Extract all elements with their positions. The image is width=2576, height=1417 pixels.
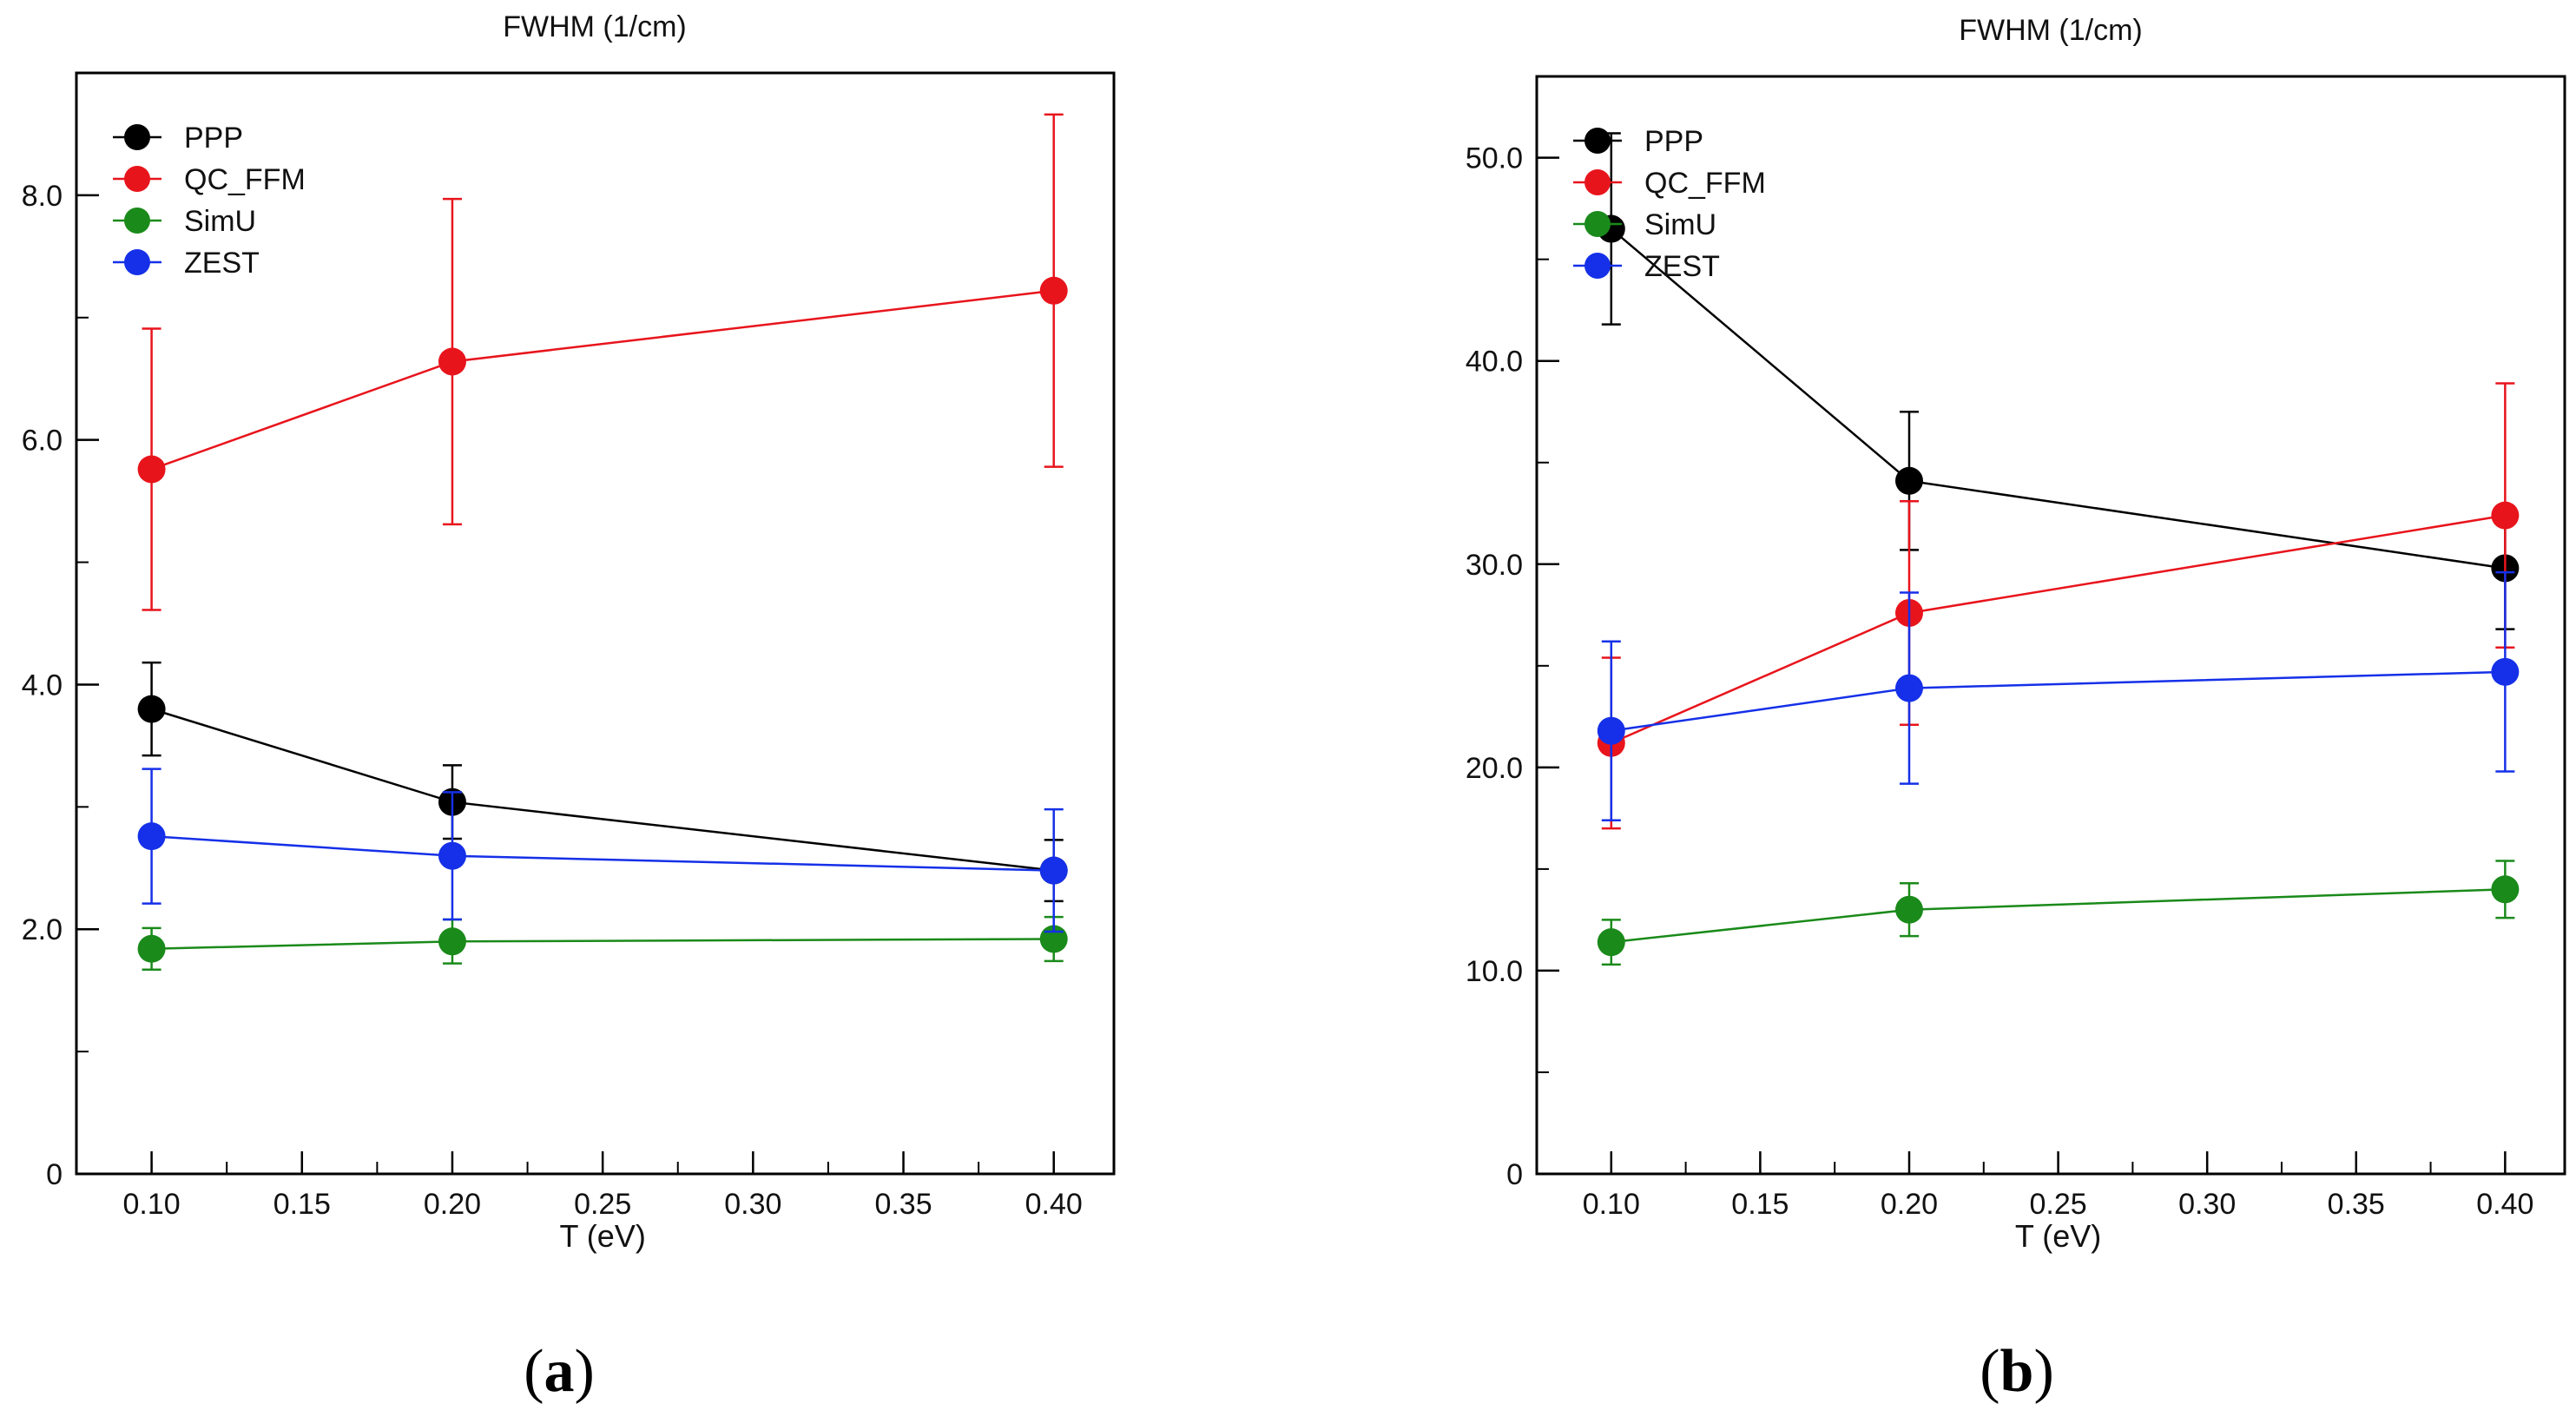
y-tick-label: 20.0 [1466, 752, 1523, 785]
data-point [1039, 276, 1068, 305]
series-qc-ffm [137, 113, 1068, 611]
x-tick-label: 0.15 [273, 1188, 331, 1221]
legend: PPP QC_FFM SimU ZEST [1573, 125, 1766, 283]
legend-marker [1584, 128, 1611, 154]
panel-label: (b) [1980, 1338, 2054, 1405]
series-qc-ffm [1597, 382, 2520, 830]
plot-frame [75, 71, 1116, 1176]
x-tick-label: 0.35 [2328, 1188, 2385, 1221]
chart-title: FWHM (1/cm) [503, 10, 687, 43]
x-tick-label: 0.30 [724, 1188, 781, 1221]
legend-label: SimU [184, 205, 256, 238]
data-point [137, 455, 166, 484]
y-tick-label: 2.0 [22, 913, 63, 946]
legend-marker [124, 249, 150, 275]
chart-panel-b: FWHM (1/cm) 0 10.0 20.0 30.0 40.0 50.0 0.10 0.15… [1466, 14, 2566, 1405]
chart-panel-a: FWHM (1/cm) 0 2.0 4.0 6.0 8.0 0.10 0.15 0.20 0.25… [22, 10, 1116, 1405]
legend-label: PPP [1644, 125, 1703, 158]
y-tick-label: 50.0 [1466, 142, 1523, 175]
x-tick-label: 0.20 [1881, 1188, 1938, 1221]
y-tick-label: 4.0 [22, 669, 63, 702]
data-point [438, 927, 466, 956]
y-tick-label: 8.0 [22, 180, 63, 213]
data-point [438, 347, 466, 376]
x-tick-label: 0.10 [1583, 1188, 1640, 1221]
series-line [1610, 227, 2506, 570]
chart-title: FWHM (1/cm) [1959, 14, 2143, 47]
legend-label: ZEST [1644, 250, 1720, 283]
panel-label: (a) [524, 1338, 595, 1405]
y-tick-label: 40.0 [1466, 346, 1523, 379]
x-tick-label: 0.40 [2476, 1188, 2533, 1221]
series-zest [137, 768, 1068, 933]
x-tick-label: 0.30 [2178, 1188, 2236, 1221]
legend-marker [1584, 253, 1611, 279]
x-tick-label: 0.40 [1025, 1188, 1083, 1221]
x-axis-label: T (eV) [2015, 1218, 2101, 1254]
plot-frame [1535, 75, 2566, 1176]
series-simu [1597, 860, 2520, 966]
y-tick-label: 10.0 [1466, 955, 1523, 988]
series-ppp [1597, 132, 2520, 630]
series-ppp [137, 661, 1068, 903]
data-point [1894, 674, 1923, 702]
data-point [2491, 657, 2520, 686]
series-simu [137, 915, 1068, 971]
data-point [137, 934, 166, 963]
legend-label: QC_FFM [1644, 167, 1766, 200]
data-point [137, 695, 166, 723]
legend-label: PPP [184, 122, 243, 155]
x-tick-label: 0.20 [424, 1188, 481, 1221]
series-line [151, 938, 1054, 951]
legend-label: QC_FFM [184, 163, 306, 196]
data-point [438, 841, 466, 870]
series-line [151, 708, 1054, 872]
x-tick-label: 0.35 [874, 1188, 932, 1221]
data-point [1039, 856, 1068, 885]
data-point [1597, 928, 1625, 957]
legend-marker [124, 208, 150, 234]
y-tick-label: 0 [46, 1158, 63, 1191]
x-tick-label: 0.10 [123, 1188, 181, 1221]
legend-marker [1584, 169, 1611, 195]
data-point [1597, 716, 1625, 745]
x-tick-label: 0.25 [574, 1188, 631, 1221]
series-zest [1597, 570, 2520, 821]
series-line [1611, 888, 2506, 944]
legend-label: ZEST [184, 247, 260, 280]
x-tick-label: 0.15 [1731, 1188, 1789, 1221]
legend-label: SimU [1644, 208, 1716, 241]
y-tick-label: 6.0 [22, 425, 63, 458]
series-line [151, 289, 1054, 471]
y-tick-label: 0 [1506, 1158, 1523, 1191]
data-point [1894, 466, 1923, 495]
data-point [1894, 895, 1923, 924]
series-line [1611, 670, 2506, 732]
x-tick-label: 0.25 [2029, 1188, 2086, 1221]
y-tick-label: 30.0 [1466, 549, 1523, 582]
data-point [2491, 501, 2520, 530]
series-line [151, 834, 1054, 872]
legend-marker [124, 124, 150, 150]
data-point [2491, 875, 2520, 904]
data-point [137, 822, 166, 851]
legend: PPP QC_FFM SimU ZEST [113, 122, 306, 280]
legend-marker [124, 166, 150, 192]
x-axis-label: T (eV) [559, 1218, 645, 1254]
legend-marker [1584, 211, 1611, 237]
